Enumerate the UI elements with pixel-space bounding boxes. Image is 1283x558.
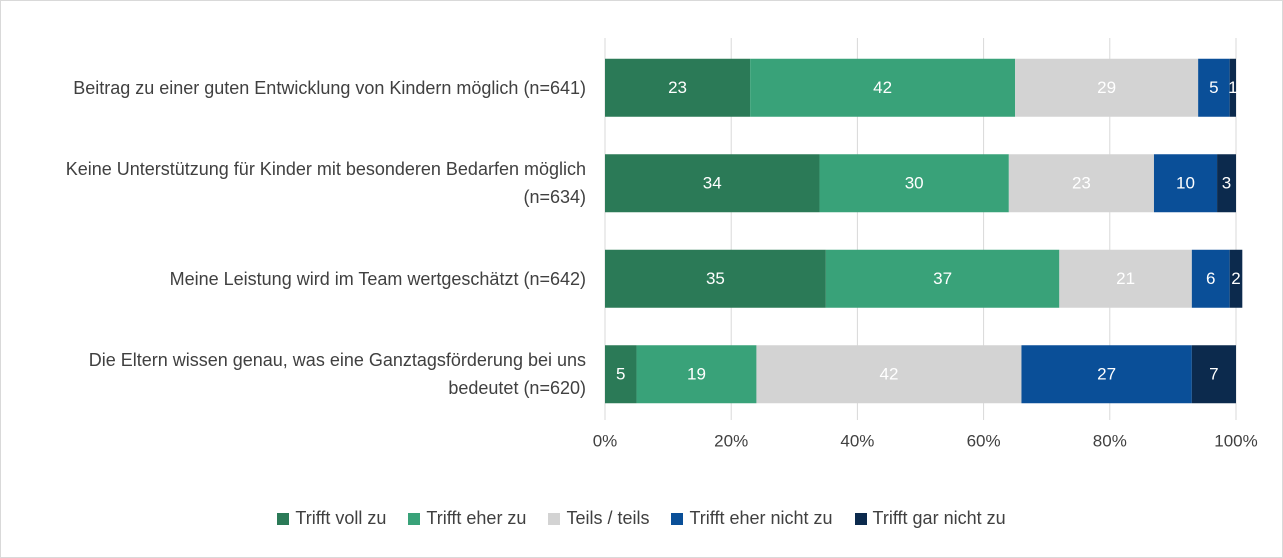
bar-segment bbox=[1021, 345, 1192, 404]
legend-item: Trifft gar nicht zu bbox=[854, 508, 1006, 529]
legend-label: Trifft voll zu bbox=[295, 508, 387, 528]
legend-swatch bbox=[277, 512, 290, 525]
value-label: 5 bbox=[616, 365, 625, 384]
bar-segment bbox=[1015, 58, 1199, 117]
bar-segment bbox=[1191, 345, 1236, 404]
bar-segment bbox=[605, 154, 820, 213]
value-label: 30 bbox=[905, 174, 924, 193]
legend-label: Teils / teils bbox=[566, 508, 650, 528]
category-label: Beitrag zu einer guten Entwicklung von K… bbox=[73, 77, 586, 98]
bar-segment bbox=[750, 58, 1016, 117]
bar-segment bbox=[636, 345, 757, 404]
value-label: 23 bbox=[1072, 174, 1091, 193]
legend-swatch bbox=[408, 512, 421, 525]
value-label: 5 bbox=[1209, 78, 1218, 97]
category-label: Die Eltern wissen genau, was eine Ganzta… bbox=[88, 350, 586, 399]
bar-segment bbox=[1217, 154, 1236, 213]
value-label: 6 bbox=[1206, 269, 1215, 288]
bar-segment bbox=[1191, 249, 1230, 308]
legend-label: Trifft eher nicht zu bbox=[689, 508, 833, 528]
value-label: 7 bbox=[1209, 365, 1218, 384]
value-label: 27 bbox=[1097, 365, 1116, 384]
legend-item: Trifft voll zu bbox=[277, 508, 386, 529]
bar-segment bbox=[605, 249, 826, 308]
legend-item: Trifft eher zu bbox=[408, 508, 526, 529]
bar-segment bbox=[605, 345, 637, 404]
value-label: 42 bbox=[873, 78, 892, 97]
value-label: 10 bbox=[1176, 174, 1195, 193]
value-label: 3 bbox=[1222, 174, 1231, 193]
legend-swatch bbox=[548, 512, 561, 525]
value-label: 19 bbox=[687, 365, 706, 384]
legend-item: Trifft eher nicht zu bbox=[671, 508, 833, 529]
legend-swatch bbox=[671, 512, 684, 525]
x-tick-label: 0% bbox=[593, 431, 618, 450]
value-label: 35 bbox=[706, 269, 725, 288]
bar-segment bbox=[1153, 154, 1218, 213]
bar-segment bbox=[1198, 58, 1230, 117]
legend-label: Trifft gar nicht zu bbox=[872, 508, 1006, 528]
value-label: 23 bbox=[668, 78, 687, 97]
x-tick-label: 60% bbox=[967, 431, 1001, 450]
x-tick-label: 20% bbox=[714, 431, 748, 450]
x-tick-label: 40% bbox=[840, 431, 874, 450]
value-label: 42 bbox=[879, 365, 898, 384]
bar-segment bbox=[1059, 249, 1192, 308]
legend-item: Teils / teils bbox=[548, 508, 649, 529]
legend-swatch bbox=[854, 512, 867, 525]
bar-segment bbox=[756, 345, 1022, 404]
x-tick-label: 100% bbox=[1214, 431, 1257, 450]
value-label: 37 bbox=[933, 269, 952, 288]
value-label: 34 bbox=[703, 174, 722, 193]
value-label: 29 bbox=[1097, 78, 1116, 97]
bar-segment bbox=[819, 154, 1009, 213]
bar-segment bbox=[1229, 58, 1236, 117]
legend-label: Trifft eher zu bbox=[426, 508, 527, 528]
legend: Trifft voll zu Trifft eher zu Teils / teil… bbox=[0, 508, 1283, 529]
bar-segment bbox=[1008, 154, 1154, 213]
category-label: Keine Unterstützung für Kinder mit beson… bbox=[65, 159, 586, 208]
x-tick-label: 80% bbox=[1093, 431, 1127, 450]
category-label: Meine Leistung wird im Team wertgeschätz… bbox=[169, 268, 586, 289]
value-label: 21 bbox=[1116, 269, 1135, 288]
bar-segment bbox=[1229, 249, 1243, 308]
bar-segment bbox=[605, 58, 751, 117]
value-label: 2 bbox=[1231, 269, 1240, 288]
value-label: 1 bbox=[1228, 78, 1237, 97]
bar-segment bbox=[825, 249, 1060, 308]
